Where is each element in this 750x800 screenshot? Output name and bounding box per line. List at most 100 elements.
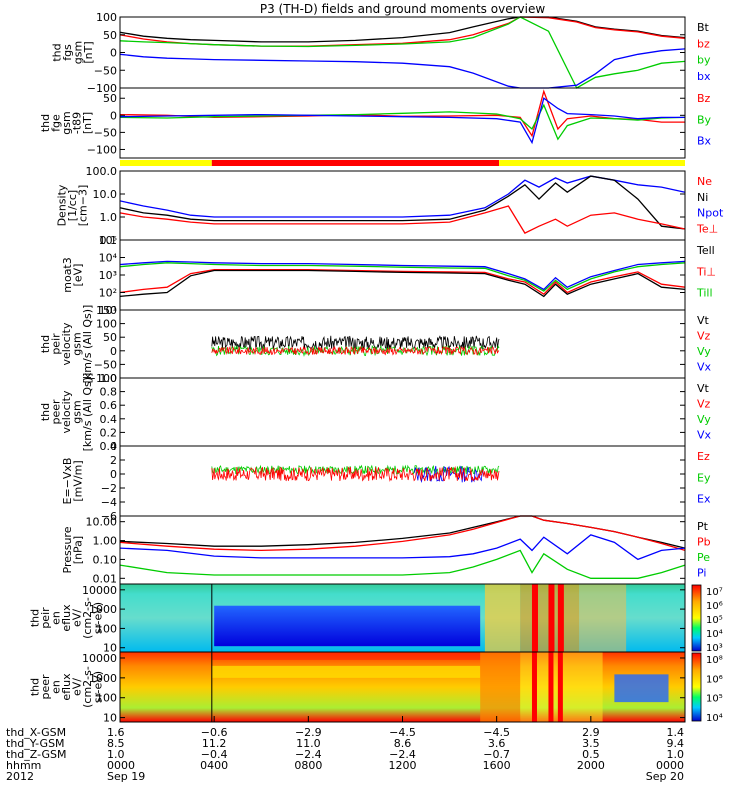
y-axis-label: peer: [50, 399, 63, 425]
y-axis-label: fge: [50, 114, 63, 132]
legend-Ni: Ni: [697, 191, 708, 204]
panel-frame: [119, 170, 686, 241]
legend-By: By: [697, 113, 712, 126]
x-axis-row-label: thd_Y-GSM: [6, 737, 65, 750]
x-tick-label: 0400: [200, 759, 228, 772]
y-axis-label: eflux: [60, 673, 73, 701]
x-tick-label: 0800: [294, 759, 322, 772]
y-tick-label: 0.6: [100, 399, 118, 412]
series-density-black: [119, 175, 686, 230]
y-tick-label: 0: [110, 47, 117, 60]
legend-Vz: Vz: [697, 398, 711, 411]
legend-Pt: Pt: [697, 520, 709, 533]
panel-fgs: [119, 16, 686, 89]
series-density-red: [119, 205, 686, 234]
series-efield-green: [211, 464, 500, 475]
y-tick-label: 10: [103, 642, 117, 655]
x-tick-label: −2.4: [295, 748, 322, 761]
panel-peer: [119, 651, 702, 723]
y-tick-label: 10⁵: [99, 234, 117, 247]
panel-frame: [119, 445, 686, 517]
x-tick-label: 1.6: [107, 726, 125, 739]
y-axis-label: peer: [39, 674, 52, 700]
y-axis-label: gsm: [71, 332, 84, 355]
y-axis-label: [nT]: [81, 112, 94, 134]
x-tick-label: 9.4: [667, 737, 685, 750]
colorbar-tick-label: 10⁴: [706, 629, 723, 640]
y-tick-label: 1.0: [100, 372, 118, 385]
series-temp-red: [119, 269, 686, 296]
y-tick-label: 0: [110, 468, 117, 481]
legend-Tell: Tell: [696, 244, 715, 257]
x-tick-label: 8.5: [107, 737, 125, 750]
x-axis-row-label: hhmm: [6, 759, 41, 772]
legend-Ez: Ez: [697, 450, 710, 463]
y-axis-label: Density: [56, 184, 69, 226]
y-axis-label: thd: [29, 609, 42, 627]
y-axis-label: eV/: [71, 678, 84, 696]
x-tick-label: −0.7: [483, 748, 510, 761]
legend-Vt: Vt: [697, 314, 710, 327]
y-axis-label: [nT]: [82, 41, 95, 63]
y-tick-label: 1000: [89, 603, 117, 616]
series-pressure-blue: [119, 534, 686, 561]
colorbar-tick-label: 10⁵: [706, 615, 723, 626]
y-tick-label: −50: [94, 64, 117, 77]
legend-Pi: Pi: [697, 567, 706, 580]
y-tick-label: −100: [87, 82, 117, 95]
panel-density: [119, 170, 686, 241]
y-tick-label: −50: [94, 358, 117, 371]
y-axis-label: sr-eV): [92, 671, 105, 703]
y-tick-label: 50: [103, 331, 117, 344]
colorbar-tick-label: 10⁴: [706, 713, 723, 724]
legend-Bx: Bx: [697, 135, 712, 148]
legend-by: by: [697, 54, 711, 67]
colorbar-tick-label: 10⁶: [706, 601, 723, 612]
y-axis-label: gsm: [71, 400, 84, 423]
y-axis-label: thd: [50, 43, 63, 61]
x-tick-label: −0.6: [201, 726, 228, 739]
y-axis-label: thd: [39, 335, 52, 353]
legend-Vy: Vy: [697, 413, 711, 426]
y-axis-label: -t89: [71, 112, 84, 134]
y-tick-label: 0: [110, 109, 117, 122]
y-axis-label: eflux: [60, 604, 73, 632]
y-tick-label: −100: [87, 143, 117, 156]
y-tick-label: 0.01: [93, 572, 118, 585]
x-axis-row-label: 2012: [6, 770, 34, 783]
y-axis-label: thd: [39, 403, 52, 421]
x-tick-label: 3.5: [582, 737, 600, 750]
legend-bx: bx: [697, 70, 711, 83]
y-tick-label: 10³: [99, 269, 117, 282]
y-tick-label: 10⁴: [99, 252, 118, 265]
panel-peir: [119, 583, 702, 653]
y-axis-label: velocity: [60, 322, 73, 365]
x-tick-label: 1.4: [667, 726, 685, 739]
y-axis-label: thd: [39, 114, 52, 132]
y-axis-label: (cm2-s-: [81, 666, 94, 708]
y-tick-label: 10000: [82, 652, 117, 665]
y-tick-label: 10.0: [93, 188, 118, 201]
y-axis-label: moat3: [61, 257, 74, 293]
panel-frame: [119, 377, 686, 447]
series-pressure-green: [119, 549, 686, 579]
x-tick-label: Sep 19: [107, 770, 145, 783]
x-tick-label: 0000: [107, 759, 135, 772]
x-tick-label: 11.2: [202, 737, 227, 750]
y-axis-label: thd: [29, 678, 42, 696]
y-tick-label: 100: [96, 622, 117, 635]
x-tick-label: −0.4: [201, 748, 228, 761]
x-axis-row-label: thd_Z-GSM: [6, 748, 66, 761]
x-tick-label: 1600: [483, 759, 511, 772]
y-tick-label: 0.10: [93, 553, 118, 566]
y-axis-label: gsm: [71, 41, 84, 64]
y-axis-label: eV/: [71, 609, 84, 627]
y-axis-label: Pressure: [61, 526, 74, 573]
chart-title: P3 (TH-D) fields and ground moments over…: [260, 2, 545, 16]
legend-Vz: Vz: [697, 330, 711, 343]
legend-Ex: Ex: [697, 493, 711, 506]
legend-Ne: Ne: [697, 175, 712, 188]
panel-frame: [119, 239, 686, 311]
y-axis-label: [nPa]: [71, 536, 84, 564]
